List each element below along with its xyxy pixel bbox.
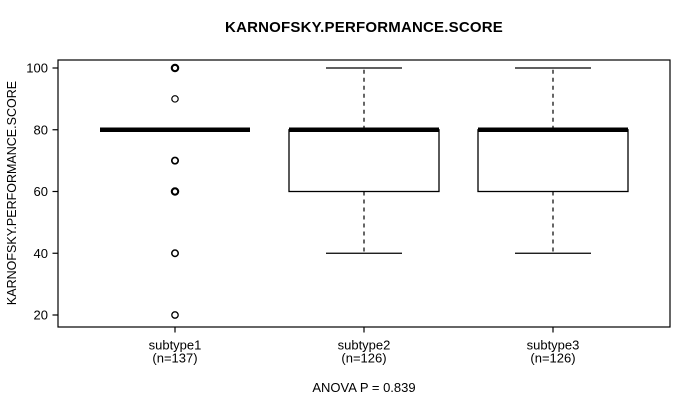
group-n-label-subtype3: (n=126) [530,351,575,366]
y-tick-label: 80 [34,122,48,137]
anova-note: ANOVA P = 0.839 [312,380,415,395]
outlier-point-subtype1-40 [171,249,179,258]
group-label-subtype1: subtype1 [149,338,202,353]
outlier-point-subtype1-20 [171,311,179,319]
outlier-point-subtype1-100 [170,63,180,73]
box-subtype2 [288,129,440,193]
group-label-subtype2: subtype2 [338,338,391,353]
y-tick-label: 60 [34,184,48,199]
y-axis-label: KARNOFSKY.PERFORMANCE.SCORE [5,81,19,305]
chart-title: KARNOFSKY.PERFORMANCE.SCORE [225,19,503,36]
outlier-point-subtype1-70 [170,156,180,165]
y-tick-label: 40 [34,246,48,261]
outlier-point-subtype1-60 [170,187,180,196]
group-n-label-subtype1: (n=137) [152,351,197,366]
outlier-point-subtype1-90 [171,95,179,103]
y-tick-label: 100 [26,61,48,76]
group-n-label-subtype2: (n=126) [341,351,386,366]
box-subtype3 [477,129,629,193]
group-label-subtype3: subtype3 [527,338,580,353]
y-tick-label: 20 [34,308,48,323]
plot-layer: 20406080100subtype1(n=137)subtype2(n=126… [26,59,671,366]
